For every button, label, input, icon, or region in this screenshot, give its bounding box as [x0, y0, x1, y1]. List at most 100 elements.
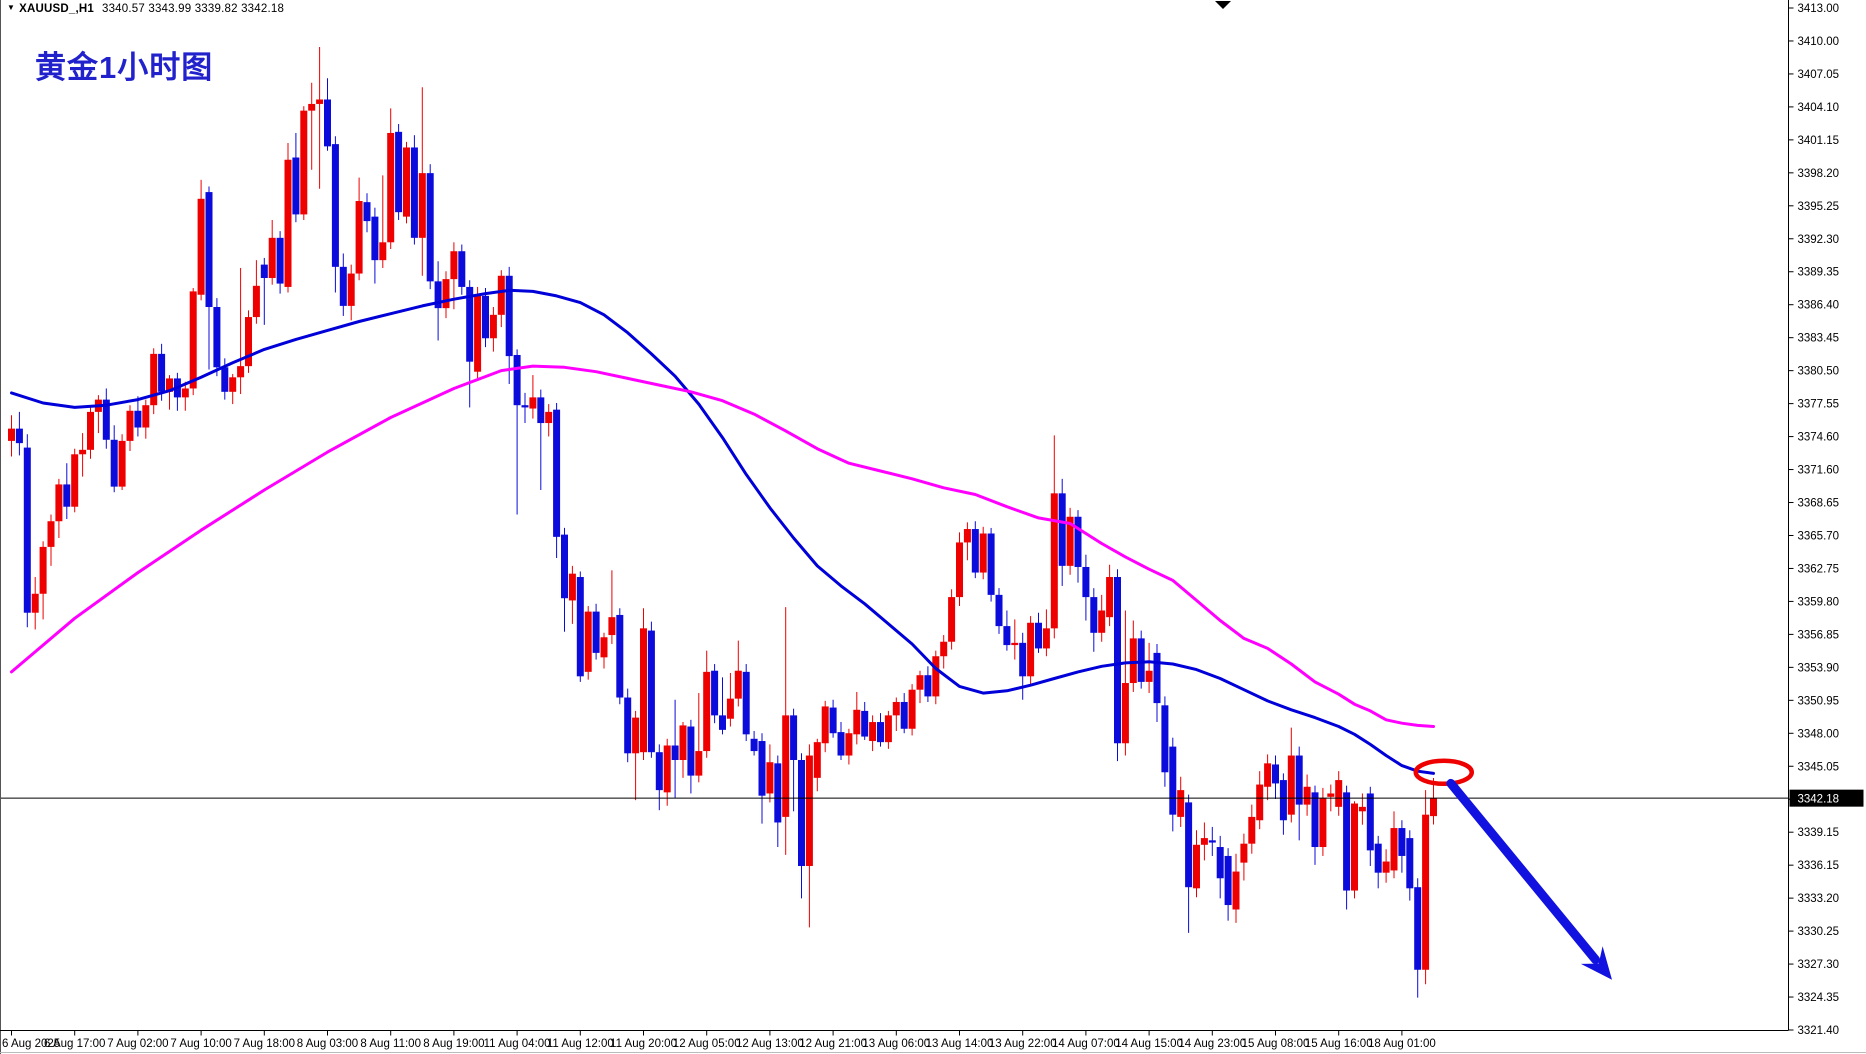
ma-slow-magenta-line — [10, 364, 1435, 728]
price-tick-label: 3371.60 — [1798, 465, 1840, 477]
candle-body — [102, 399, 110, 440]
candle-body — [497, 275, 505, 315]
candle-body — [1240, 843, 1248, 863]
price-tick-label: 3345.05 — [1798, 761, 1840, 773]
candle-body — [1414, 887, 1422, 970]
candle-body — [292, 157, 300, 215]
candle-body — [774, 763, 782, 823]
candle-body — [1248, 816, 1256, 844]
candle-body — [260, 264, 268, 279]
candle-body — [55, 484, 63, 522]
candle-body — [1366, 793, 1374, 851]
candle-body — [395, 131, 403, 213]
candle-body — [466, 286, 474, 362]
candle-body — [8, 428, 15, 441]
chart-shift-marker-icon[interactable] — [1215, 1, 1231, 9]
time-tick-label: 13 Aug 14:00 — [926, 1038, 994, 1050]
ohlc-readout: 3340.57 3343.99 3339.82 3342.18 — [101, 3, 285, 15]
candle-body — [387, 132, 395, 243]
candle-body — [1050, 493, 1058, 629]
candle-body — [63, 484, 71, 507]
time-tick-label: 7 Aug 02:00 — [107, 1038, 168, 1050]
candle-body — [482, 295, 489, 339]
candle-body — [758, 741, 766, 796]
candle-body — [158, 353, 166, 392]
candle-body — [568, 573, 576, 601]
price-tick-label: 3330.25 — [1798, 926, 1840, 938]
candle-body — [1358, 806, 1366, 812]
current-price-tag — [1789, 789, 1864, 807]
price-tick-label: 3365.70 — [1798, 530, 1840, 542]
candle-body — [553, 409, 561, 537]
candle-body — [355, 201, 363, 274]
candle-body — [1208, 840, 1216, 843]
time-tick-label: 12 Aug 13:00 — [736, 1038, 804, 1050]
time-tick-label: 7 Aug 10:00 — [170, 1038, 231, 1050]
candle-body — [403, 147, 410, 217]
candle-body — [245, 317, 252, 367]
candle-body — [608, 617, 616, 636]
circle-annotation[interactable] — [1413, 758, 1475, 787]
candle-body — [1351, 803, 1358, 891]
price-tick-label: 3327.30 — [1798, 959, 1840, 971]
candle-body — [687, 726, 695, 776]
candle-body — [118, 440, 126, 487]
candle-body — [450, 251, 458, 280]
candle-body — [640, 628, 647, 753]
candle-body — [734, 670, 742, 699]
candle-body — [513, 354, 521, 406]
candle-body — [87, 411, 94, 450]
price-tick-label: 3404.10 — [1798, 102, 1840, 114]
candle-body — [1177, 790, 1185, 817]
candle-body — [434, 281, 442, 309]
time-tick-label: 15 Aug 16:00 — [1305, 1038, 1373, 1050]
candle-body — [1422, 814, 1430, 970]
candle-body — [877, 722, 884, 743]
candle-body — [766, 762, 774, 794]
candle-body — [1106, 577, 1114, 618]
candle-body — [711, 670, 719, 716]
candle-body — [1279, 780, 1287, 821]
arrow-annotation-shaft[interactable] — [1446, 778, 1601, 965]
candle-body — [126, 410, 134, 441]
price-tick-label: 3395.25 — [1798, 201, 1840, 213]
price-tick-label: 3333.20 — [1798, 893, 1840, 905]
chevron-down-icon[interactable]: ▼ — [7, 3, 16, 12]
candle-body — [1398, 828, 1406, 856]
candle-body — [1058, 493, 1066, 566]
candle-body — [229, 377, 237, 392]
candle-body — [940, 641, 948, 657]
price-tick-label: 3336.15 — [1798, 860, 1840, 872]
candle-body — [426, 173, 434, 282]
candle-body — [39, 546, 47, 594]
candle-body — [655, 752, 663, 791]
candle-body — [1090, 597, 1098, 633]
candle-body — [1042, 628, 1050, 649]
candle-body — [1406, 838, 1414, 889]
time-tick-label: 7 Aug 18:00 — [234, 1038, 295, 1050]
candle-body — [31, 593, 39, 613]
candle-body — [1256, 784, 1264, 821]
price-axis[interactable]: 3413.00 3410.00 3407.05 3404.10 3401.15 3398.… — [1788, 3, 1840, 1037]
symbol-timeframe-label: XAUUSD_,H1 — [19, 3, 94, 15]
candle-body — [474, 295, 482, 372]
candle-body — [916, 675, 924, 690]
time-tick-label: 12 Aug 21:00 — [799, 1038, 867, 1050]
current-price-tag-text: 3342.18 — [1798, 794, 1840, 806]
candle-body — [813, 742, 821, 778]
candle-body — [908, 689, 916, 729]
candle-body — [971, 529, 979, 573]
price-tick-label: 3339.15 — [1798, 827, 1840, 839]
candle-body — [600, 637, 608, 658]
candle-body — [284, 159, 292, 287]
candle-body — [181, 388, 189, 398]
arrow-annotation-head[interactable] — [1580, 946, 1612, 980]
candle-body — [561, 534, 568, 599]
candle-body — [845, 733, 853, 756]
candle-body — [987, 533, 995, 595]
candle-body — [1224, 855, 1232, 906]
